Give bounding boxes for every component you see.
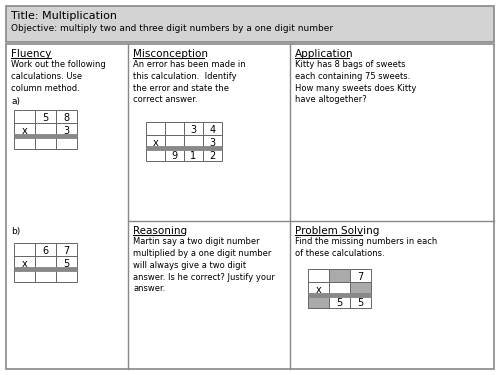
Bar [146, 135, 165, 148]
Bar [56, 123, 77, 136]
Bar [329, 282, 350, 295]
Text: x: x [152, 138, 158, 148]
Text: 3: 3 [190, 125, 196, 135]
Text: Objective: multiply two and three digit numbers by a one digit number: Objective: multiply two and three digit … [11, 24, 333, 33]
Bar [308, 282, 329, 295]
Text: Martin say a two digit number
multiplied by a one digit number
will always give : Martin say a two digit number multiplied… [133, 237, 275, 293]
Text: x: x [316, 285, 322, 295]
Bar [14, 243, 35, 256]
Bar [184, 122, 203, 135]
Bar [146, 122, 165, 135]
Bar [56, 136, 77, 149]
Bar [308, 295, 329, 308]
Text: Find the missing numbers in each
of these calculations.: Find the missing numbers in each of thes… [295, 237, 437, 258]
Bar [329, 269, 350, 282]
Bar [184, 148, 203, 161]
Text: a): a) [11, 97, 20, 106]
Text: 3: 3 [210, 138, 216, 148]
Bar [329, 295, 350, 308]
Bar [35, 123, 56, 136]
Text: 2: 2 [210, 151, 216, 161]
Text: x: x [22, 259, 28, 269]
Bar [308, 269, 329, 282]
Bar [14, 110, 35, 123]
Text: 6: 6 [42, 246, 48, 256]
Bar [35, 243, 56, 256]
Bar [56, 269, 77, 282]
Text: 8: 8 [64, 113, 70, 123]
Bar [6, 44, 494, 369]
Text: x: x [22, 126, 28, 136]
Bar [184, 135, 203, 148]
Bar [14, 256, 35, 269]
Bar [6, 6, 494, 42]
Bar [165, 122, 184, 135]
Text: Reasoning: Reasoning [133, 226, 187, 236]
Text: Problem Solving: Problem Solving [295, 226, 380, 236]
Bar [14, 123, 35, 136]
Text: 7: 7 [358, 272, 364, 282]
Text: 1: 1 [190, 151, 196, 161]
Text: Work out the following
calculations. Use
column method.: Work out the following calculations. Use… [11, 60, 106, 93]
Text: 4: 4 [210, 125, 216, 135]
Bar [350, 295, 371, 308]
Bar [203, 122, 222, 135]
Text: 7: 7 [64, 246, 70, 256]
Text: 9: 9 [172, 151, 177, 161]
Text: b): b) [11, 227, 20, 236]
Bar [35, 110, 56, 123]
Text: 5: 5 [358, 298, 364, 308]
Bar [14, 136, 35, 149]
Text: 5: 5 [336, 298, 342, 308]
Text: Kitty has 8 bags of sweets
each containing 75 sweets.
How many sweets does Kitty: Kitty has 8 bags of sweets each containi… [295, 60, 416, 104]
Text: 5: 5 [42, 113, 48, 123]
Bar [350, 269, 371, 282]
Bar [56, 110, 77, 123]
Bar [35, 256, 56, 269]
Bar [14, 269, 35, 282]
Bar [165, 148, 184, 161]
Text: An error has been made in
this calculation.  Identify
the error and state the
co: An error has been made in this calculati… [133, 60, 246, 104]
Bar [203, 135, 222, 148]
Text: Misconception: Misconception [133, 49, 208, 59]
Text: Title: Multiplication: Title: Multiplication [11, 11, 117, 21]
Bar [146, 148, 165, 161]
Text: Fluency: Fluency [11, 49, 51, 59]
Bar [56, 256, 77, 269]
Bar [350, 282, 371, 295]
Text: Application: Application [295, 49, 354, 59]
Bar [165, 135, 184, 148]
Text: 5: 5 [64, 259, 70, 269]
Text: 3: 3 [64, 126, 70, 136]
Bar [56, 243, 77, 256]
Bar [35, 136, 56, 149]
Bar [203, 148, 222, 161]
Bar [35, 269, 56, 282]
